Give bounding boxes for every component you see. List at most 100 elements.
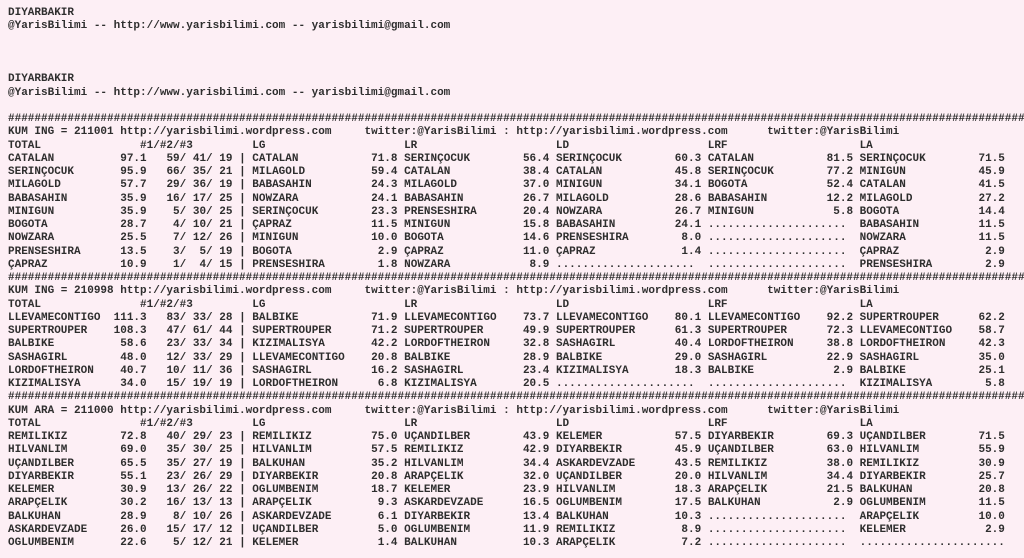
ld-empty: ..................... [555,378,702,390]
column-divider: | [232,219,253,231]
spacer [331,405,364,417]
spacer [853,312,860,324]
table-row: OGLUMBENIM 22.6 5/ 12/ 21 | KELEMER 1.4 … [8,537,1024,550]
ld-value: 17.5 [661,497,702,510]
la-horse: MINIGUN [859,166,966,178]
spacer [549,378,556,390]
la-horse: BALBIKE [859,364,966,377]
lg-horse: KELEMER [252,537,358,549]
spacer [147,153,160,165]
lrf-horse: CATALAN [707,152,814,165]
column-divider: | [232,351,253,364]
ld-horse: HILVANLIM [555,484,662,496]
table-row: NOWZARA 25.5 7/ 12/ 26 | MINIGUN 10.0 BO… [8,232,1024,245]
lg-horse: MINIGUN [252,232,358,245]
la-horse: SUPERTROUPER [859,311,966,324]
lg-horse: MILAGOLD [252,166,358,178]
horse-name: ÇAPRAZ [8,258,108,271]
table-row: DIYARBEKIR 55.1 23/ 26/ 29 | DIYARBEKIR … [8,471,1024,484]
table-row: SUPERTROUPER 108.3 47/ 61/ 44 | SUPERTRO… [8,325,1024,338]
total-value: 58.6 [107,338,147,351]
spacer [853,338,860,350]
spacer [549,365,556,377]
spacer [549,444,556,456]
spacer [701,444,708,456]
lr-horse: DIYARBEKIR [404,510,510,523]
spacer [701,378,708,390]
ld-horse: MINIGUN [555,179,662,192]
ld-horse: SASHAGIRL [555,338,662,351]
horse-name: UÇANDILBER [8,457,108,470]
col-header-lrf: LRF [707,139,860,152]
spacer [147,497,160,509]
spacer [701,259,708,271]
ld-horse: BALBIKE [555,351,662,364]
spacer [853,193,860,205]
lr-horse: KELEMER [404,484,510,496]
placings: 35/ 30/ 25 [159,444,233,457]
spacer [147,471,160,483]
spacer [701,484,708,496]
la-value: 71.5 [965,431,1005,443]
lr-value: 11.9 [509,523,550,536]
column-divider: | [232,205,253,218]
lrf-horse: LORDOFTHEIRON [707,338,814,351]
spacer [701,537,708,549]
lr-horse: SASHAGIRL [404,364,510,377]
lrf-horse: UÇANDILBER [707,444,814,457]
lr-horse: REMILIKIZ [404,444,510,457]
column-divider: | [232,431,253,443]
lg-horse: CATALAN [252,152,358,165]
lrf-value: 92.2 [813,311,854,324]
spacer [853,325,860,337]
la-horse: KELEMER [859,523,966,536]
table-row: HILVANLIM 69.0 35/ 30/ 25 | HILVANLIM 57… [8,444,1024,457]
lrf-value: 81.5 [813,152,854,165]
la-value: 58.7 [965,325,1005,337]
spacer [853,458,860,470]
la-horse: DIYARBEKIR [859,470,966,483]
la-value: 11.5 [965,232,1005,245]
ld-value: 57.5 [661,431,702,443]
total-value: 95.9 [107,166,147,178]
table-row: KELEMER 30.9 13/ 26/ 22 | OGLUMBENIM 18.… [8,484,1024,497]
la-value: 10.0 [965,510,1005,523]
lrf-empty: ..................... [707,510,854,523]
lg-horse: NOWZARA [252,192,358,205]
lg-value: 24.1 [357,192,398,205]
lg-horse: UÇANDILBER [252,523,358,536]
spacer [701,179,708,191]
lr-horse: SUPERTROUPER [404,325,510,337]
spacer [701,497,708,509]
ld-horse: ASKARDEVZADE [555,457,662,470]
column-divider: | [232,378,253,390]
column-divider: | [232,444,253,457]
wordpress-url: http://yarisbilimi.wordpress.com [516,404,728,417]
total-value: 35.9 [107,205,147,218]
placings: 13/ 26/ 22 [159,484,233,496]
ld-horse: PRENSESHIRA [555,232,662,245]
spacer [853,206,860,218]
column-divider: | [232,311,253,324]
la-value: 62.2 [965,311,1005,324]
spacer [701,458,708,470]
la-horse: BOGOTA [859,205,966,218]
la-horse: REMILIKIZ [859,457,966,470]
spacer [701,312,708,324]
lrf-value: 38.8 [813,338,854,351]
lg-value: 59.4 [357,166,398,178]
horse-name: SASHAGIRL [8,351,108,364]
lr-value: 34.4 [509,457,550,470]
total-value: 97.1 [107,152,147,165]
column-divider: | [232,152,253,165]
lg-horse: SERINÇOCUK [252,205,358,218]
placings: 5/ 12/ 21 [159,537,233,549]
la-value: 41.5 [965,179,1005,192]
spacer [853,352,860,364]
spacer [147,166,160,178]
lr-horse: ÇAPRAZ [404,245,510,258]
lg-horse: ÇAPRAZ [252,219,358,231]
col-header-total: TOTAL [8,298,141,311]
lg-value: 20.8 [357,351,398,364]
table-row: ÇAPRAZ 10.9 1/ 4/ 15 | PRENSESHIRA 1.8 N… [8,259,1024,272]
